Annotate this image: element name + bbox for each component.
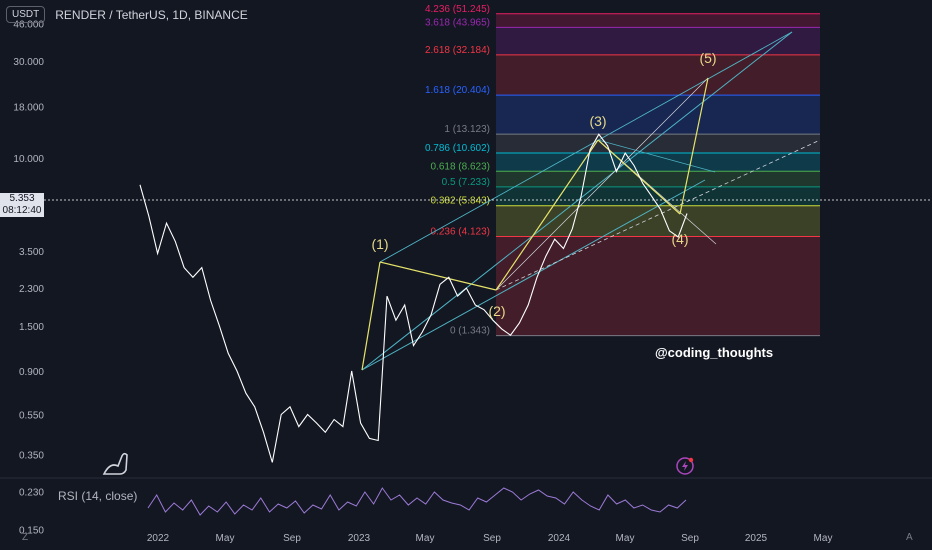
chart-header: USDT RENDER / TetherUS, 1D, BINANCE xyxy=(6,6,248,23)
overlay-line xyxy=(495,139,821,291)
x-tick-label: May xyxy=(814,533,833,544)
y-tick-label: 46.000 xyxy=(13,19,44,30)
wave-labels: (1) (2) (3) (4) (5) xyxy=(371,50,716,319)
corner-right[interactable]: A xyxy=(906,532,913,543)
fib-label: 0.618 (8.623) xyxy=(431,161,491,172)
y-tick-label: 30.000 xyxy=(13,57,44,68)
x-tick-label: 2025 xyxy=(745,533,768,544)
fib-label: 4.236 (51.245) xyxy=(425,4,490,15)
fib-label: 2.618 (32.184) xyxy=(425,45,490,56)
x-tick-label: Sep xyxy=(283,533,301,544)
y-tick-label: 0.350 xyxy=(19,450,44,461)
y-tick-label: 0.900 xyxy=(19,367,44,378)
price-tag: 5.353 08:12:40 xyxy=(0,193,44,217)
wave-label: (3) xyxy=(589,113,606,129)
y-tick-label: 10.000 xyxy=(13,154,44,165)
wave-label: (4) xyxy=(671,231,688,247)
fib-label: 1.618 (20.404) xyxy=(425,85,490,96)
x-tick-label: 2022 xyxy=(147,533,170,544)
y-tick-label: 18.000 xyxy=(13,102,44,113)
time-axis[interactable]: 2022 May Sep 2023 May Sep 2024 May Sep 2025 May xyxy=(147,533,833,544)
symbol-title[interactable]: RENDER / TetherUS, 1D, BINANCE xyxy=(55,7,248,22)
x-tick-label: 2024 xyxy=(548,533,571,544)
x-tick-label: 2023 xyxy=(348,533,371,544)
y-tick-label: 2.300 xyxy=(19,284,44,295)
currency-badge[interactable]: USDT xyxy=(6,6,46,23)
fib-band xyxy=(496,27,820,55)
x-tick-label: May xyxy=(216,533,235,544)
price-countdown: 08:12:40 xyxy=(2,205,42,216)
y-tick-label: 0.230 xyxy=(19,488,44,499)
wave-label: (1) xyxy=(371,236,388,252)
price-line xyxy=(139,133,688,463)
fib-band xyxy=(496,54,820,96)
overlay-line xyxy=(495,139,599,291)
fib-label: 0.382 (5.843) xyxy=(431,196,491,207)
watermark-handle: @coding_thoughts xyxy=(655,345,774,360)
overlay-line xyxy=(361,179,706,371)
fib-label: 3.618 (43.965) xyxy=(425,17,490,28)
overlay-line xyxy=(597,139,716,173)
lightning-badge-icon[interactable] xyxy=(676,457,694,475)
overlay-line xyxy=(361,261,381,371)
y-tick-label: 0.550 xyxy=(19,411,44,422)
fib-label: 1 (13.123) xyxy=(444,124,490,135)
fib-band xyxy=(496,13,820,28)
fib-band xyxy=(496,236,820,336)
wave-label: (5) xyxy=(699,50,716,66)
overlay-line xyxy=(361,31,793,371)
fib-label: 0 (1.343) xyxy=(450,326,490,337)
x-tick-label: May xyxy=(616,533,635,544)
price-value: 5.353 xyxy=(9,193,35,204)
wave-overlay xyxy=(361,31,821,371)
fib-band xyxy=(496,153,820,172)
fib-band xyxy=(496,134,820,154)
fib-label: 0.5 (7.233) xyxy=(442,177,490,188)
fib-label: 0.236 (4.123) xyxy=(431,227,491,238)
fib-band xyxy=(496,186,820,206)
corner-left[interactable]: Z xyxy=(22,532,29,543)
fib-band xyxy=(496,205,820,237)
overlay-line xyxy=(379,261,497,291)
fib-band xyxy=(496,171,820,187)
rsi-line xyxy=(147,487,687,516)
rsi-label[interactable]: RSI (14, close) xyxy=(58,489,138,503)
y-tick-label: 0.150 xyxy=(19,525,44,536)
overlay-line xyxy=(679,77,709,215)
fib-label: 0.786 (10.602) xyxy=(425,143,490,154)
x-tick-label: Sep xyxy=(483,533,501,544)
x-tick-label: Sep xyxy=(681,533,699,544)
overlay-line xyxy=(597,139,681,215)
wave-label: (2) xyxy=(488,303,505,319)
y-tick-label: 1.500 xyxy=(19,322,44,333)
overlay-line xyxy=(379,31,793,263)
y-tick-label: 3.500 xyxy=(19,247,44,258)
dino-logo-icon xyxy=(102,452,128,475)
x-tick-label: May xyxy=(416,533,435,544)
overlay-line xyxy=(495,77,709,291)
